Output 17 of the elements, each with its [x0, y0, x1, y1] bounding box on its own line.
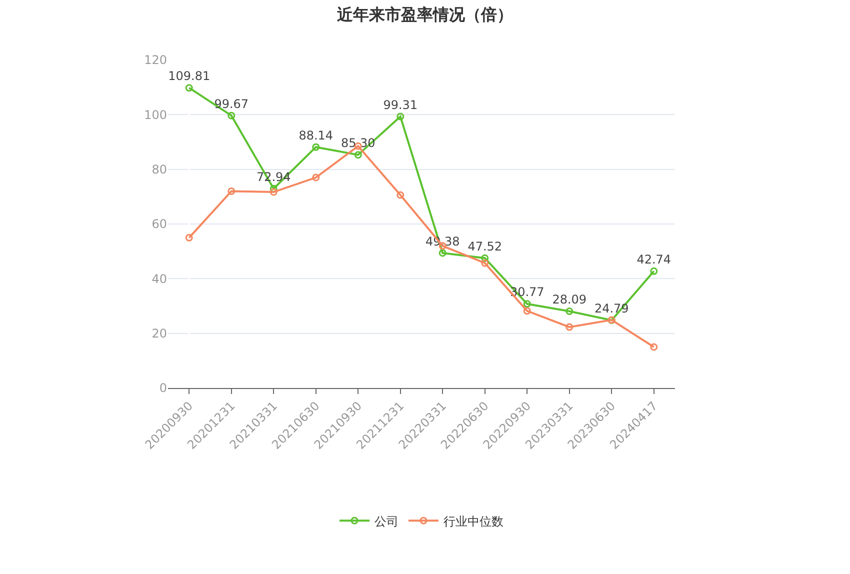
legend-label: 公司 [374, 514, 398, 528]
data-label: 28.09 [552, 292, 587, 306]
y-tick-label: 120 [144, 53, 167, 68]
y-tick-label: 0 [159, 381, 167, 396]
y-tick-label: 40 [152, 272, 167, 286]
y-tick-label: 80 [152, 162, 167, 177]
y-tick-label: 60 [152, 217, 167, 232]
data-label: 47.52 [468, 239, 502, 254]
data-label: 88.14 [298, 128, 334, 142]
data-label: 99.67 [214, 96, 249, 111]
data-label: 109.81 [168, 69, 210, 84]
y-tick-label: 20 [152, 326, 167, 341]
data-label: 99.31 [383, 98, 418, 112]
y-tick-label: 100 [144, 108, 167, 122]
legend-label: 行业中位数 [444, 514, 504, 528]
data-label: 42.74 [636, 252, 672, 266]
chart-title: 近年来市盈率情况（倍） [336, 4, 513, 24]
